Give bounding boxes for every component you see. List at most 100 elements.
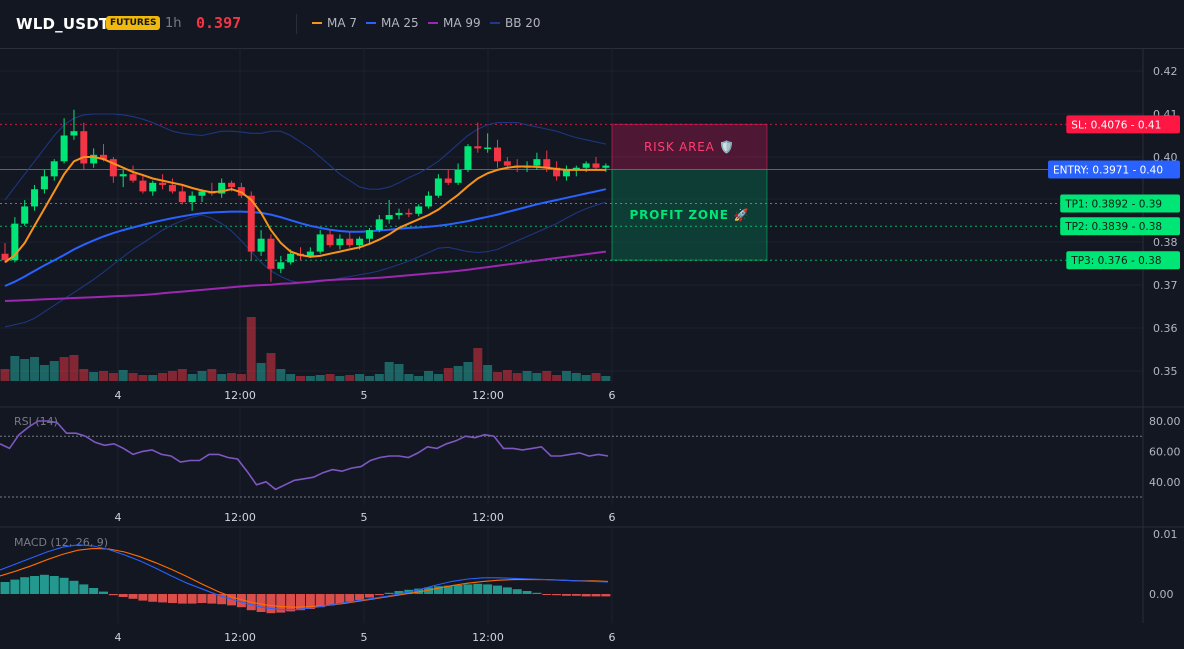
ma7-line (4, 156, 606, 264)
macd-histogram-bar (49, 576, 59, 594)
candle-body (70, 131, 78, 136)
macd-histogram-bar (335, 594, 345, 604)
price-axis-tick: 0.35 (1153, 365, 1178, 378)
macd-line (0, 544, 609, 611)
candle-body (80, 131, 88, 164)
macd-histogram-bar (345, 594, 355, 602)
volume-bar (364, 376, 374, 381)
last-price: 0.397 (196, 14, 242, 32)
macd-histogram-bar (167, 594, 177, 603)
macd-histogram-bar (414, 588, 424, 594)
candle-body (119, 174, 127, 177)
legend-ma99[interactable]: MA 99 (428, 16, 481, 30)
macd-histogram-bar (493, 585, 502, 594)
price-tag-text: ENTRY: 0.3971 - 0.40 (1053, 164, 1163, 176)
price-tag-box (1048, 160, 1180, 179)
macd-histogram-bar (207, 594, 217, 604)
macd-histogram-bar (187, 594, 197, 604)
volume-bar (59, 357, 69, 381)
macd-histogram-bar (561, 594, 571, 596)
candle-body (100, 154, 107, 160)
macd-time-tick: 4 (115, 631, 122, 644)
volume-bar (69, 355, 79, 381)
macd-histogram-bar (79, 584, 89, 594)
risk-area-label: RISK AREA 🛡️ (644, 140, 735, 154)
volume-bar (542, 371, 552, 381)
legend-bb20[interactable]: BB 20 (490, 16, 541, 30)
volume-bar (246, 317, 256, 381)
candle-body (198, 191, 206, 196)
volume-bar (79, 369, 89, 381)
rsi-time-tick: 5 (361, 511, 368, 524)
volume-bar (591, 373, 601, 381)
volume-bar (305, 376, 315, 381)
volume-bar (0, 369, 10, 381)
symbol-name[interactable]: WLD_USDT (16, 15, 110, 33)
candle-body (287, 253, 295, 263)
candle-body (267, 238, 275, 269)
volume-bar (20, 359, 30, 381)
macd-histogram-bar (99, 591, 108, 594)
volume-bar (30, 357, 40, 381)
macd-histogram-bar (10, 579, 20, 594)
candle-body (356, 238, 364, 246)
candle-body (50, 161, 58, 177)
macd-histogram-bar (158, 594, 168, 603)
candle-body (60, 135, 68, 162)
legend-ma7[interactable]: MA 7 (312, 16, 357, 30)
price-time-tick: 6 (609, 389, 616, 402)
candle-body (602, 165, 610, 168)
price-time-tick: 12:00 (472, 389, 504, 402)
candle-body (375, 219, 383, 231)
candle-body (415, 206, 423, 214)
macd-histogram-bar (39, 574, 49, 594)
price-tag-text: SL: 0.4076 - 0.41 (1071, 119, 1161, 131)
candle-body (90, 154, 98, 164)
volume-bar (118, 370, 128, 381)
volume-bar (276, 369, 286, 381)
macd-histogram-bar (108, 594, 118, 596)
legend-ma99-label: MA 99 (443, 16, 481, 30)
macd-histogram-bar (532, 592, 542, 594)
legend-ma25-label: MA 25 (381, 16, 419, 30)
candle-body (543, 159, 551, 168)
rsi-time-tick: 4 (115, 511, 122, 524)
legend-ma25[interactable]: MA 25 (366, 16, 419, 30)
candle-body (228, 182, 236, 188)
volume-bar (384, 362, 394, 381)
macd-histogram-bar (325, 594, 335, 606)
macd-histogram-bar (138, 594, 148, 601)
candle-body (168, 184, 176, 192)
interval-label[interactable]: 1h (165, 16, 182, 31)
volume-bar (561, 371, 571, 381)
grid-lines (0, 48, 1143, 623)
macd-histogram-bar (266, 594, 276, 614)
macd-histogram-bar (276, 594, 286, 613)
volume-bar (266, 353, 276, 381)
volume-bar (581, 375, 591, 381)
macd-time-tick: 12:00 (224, 631, 256, 644)
macd-histogram-bar (552, 594, 562, 596)
volume-bar (236, 374, 246, 381)
candle-body (21, 206, 29, 224)
volume-bar (522, 371, 532, 381)
volume-bar (453, 366, 463, 381)
price-tag-box (1066, 115, 1180, 134)
volume-bar (39, 365, 49, 381)
macd-histogram-bar (443, 585, 453, 594)
macd-histogram-bar (197, 594, 207, 603)
macd-histogram-bar (256, 594, 266, 612)
candle-body (385, 215, 393, 220)
candle-body (1, 253, 9, 261)
macd-histogram-bar (581, 594, 591, 597)
profit-zone-label: PROFIT ZONE 🚀 (630, 208, 750, 222)
chart-header: WLD_USDT FUTURES 1h 0.397 MA 7 MA 25 MA … (0, 0, 1184, 49)
candle-body (40, 176, 48, 190)
price-time-tick: 4 (115, 389, 122, 402)
macd-axis-tick: 0.00 (1149, 588, 1174, 601)
volume-bar (296, 376, 305, 381)
volume-bar (158, 373, 168, 381)
macd-histogram-bar (364, 594, 374, 598)
candle-body (31, 189, 39, 207)
